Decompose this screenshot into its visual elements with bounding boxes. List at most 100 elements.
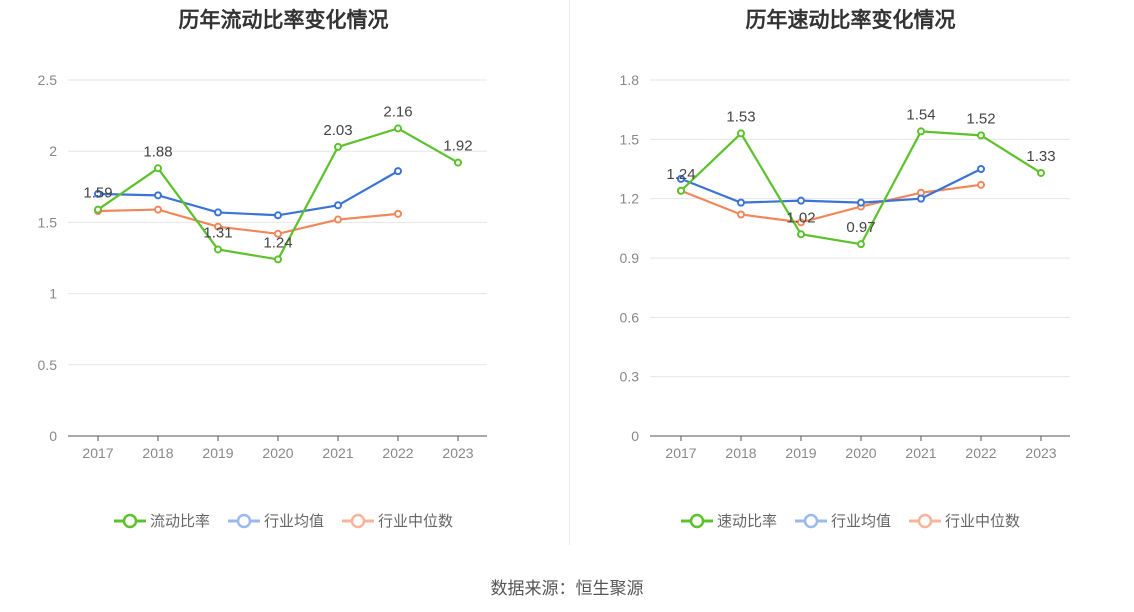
data-point	[334, 201, 342, 210]
legend: 速动比率 行业均值 行业中位数	[567, 510, 1134, 531]
x-tick-label: 2023	[442, 445, 473, 461]
x-tick-label: 2023	[1025, 445, 1056, 461]
data-point	[797, 196, 805, 205]
quick-ratio-plot: 0 0.3 0.6 0.9 1.2 1.5 1.8 2017 2018 2019 2020 2021 2…	[620, 72, 1070, 461]
data-label: 1.52	[966, 110, 995, 127]
y-tick-label: 2	[49, 143, 57, 159]
x-tick-label: 2022	[382, 445, 413, 461]
data-label: 1.24	[263, 234, 292, 251]
data-point	[274, 211, 282, 220]
x-tick-label: 2021	[905, 445, 936, 461]
x-tick-label: 2019	[785, 445, 816, 461]
legend-label: 行业均值	[830, 513, 891, 530]
data-point	[334, 142, 342, 151]
data-point	[454, 158, 462, 167]
data-point	[857, 198, 865, 207]
legend-item-industry-median[interactable]: 行业中位数	[342, 510, 453, 531]
data-point	[394, 124, 402, 133]
data-label: 1.33	[1026, 148, 1055, 165]
legend-marker-icon	[342, 513, 374, 528]
series-line	[680, 168, 982, 204]
chart-title: 历年流动比率变化情况	[178, 9, 389, 32]
legend-label: 行业均值	[263, 513, 324, 530]
current-ratio-chart: 历年流动比率变化情况 0 0.5 1 1.5 2 2.5 2017 2018 2019 2020 2…	[0, 0, 567, 560]
data-point	[394, 209, 402, 218]
x-tick-label: 2017	[665, 445, 696, 461]
y-tick-label: 0.9	[620, 250, 640, 266]
y-tick-label: 1.5	[620, 131, 640, 147]
y-tick-label: 0	[49, 428, 57, 444]
data-point	[977, 131, 985, 140]
legend-marker-icon	[227, 513, 260, 528]
data-source-footer: 数据来源：恒生聚源	[490, 579, 644, 598]
series-line	[680, 183, 982, 224]
data-label: 1.24	[666, 166, 695, 183]
series-line	[97, 170, 399, 217]
data-point	[394, 167, 402, 176]
x-tick-label: 2018	[142, 445, 173, 461]
data-point	[857, 240, 865, 249]
y-tick-label: 1	[49, 286, 57, 302]
y-tick-label: 1.2	[620, 191, 640, 207]
legend-label: 流动比率	[149, 513, 210, 530]
legend-item-industry-mean[interactable]: 行业均值	[227, 510, 324, 531]
data-point	[677, 174, 685, 183]
data-label: 2.03	[323, 122, 352, 139]
data-point	[274, 229, 282, 238]
y-tick-label: 2.5	[38, 72, 58, 88]
data-point	[214, 222, 222, 231]
legend-item-current-ratio[interactable]: 流动比率	[113, 510, 210, 531]
y-tick-label: 0.6	[620, 309, 640, 325]
y-tick-label: 1.5	[38, 214, 58, 230]
data-label: 1.53	[726, 108, 755, 125]
data-point	[737, 129, 745, 138]
data-point	[94, 189, 102, 198]
legend-marker-icon	[794, 513, 827, 528]
legend-item-industry-median[interactable]: 行业中位数	[909, 510, 1020, 531]
data-point	[274, 255, 282, 264]
legend: 流动比率 行业均值 行业中位数	[0, 510, 567, 531]
legend-marker-icon	[113, 513, 146, 528]
data-label: 1.59	[83, 185, 112, 202]
x-tick-label: 2018	[725, 445, 756, 461]
panel-divider	[569, 0, 570, 545]
data-label: 1.54	[906, 106, 935, 123]
data-point	[1037, 168, 1045, 177]
legend-item-industry-mean[interactable]: 行业均值	[794, 510, 891, 531]
data-point	[917, 194, 925, 203]
data-point	[677, 186, 685, 195]
data-point	[797, 218, 805, 227]
quick-ratio-chart: 历年速动比率变化情况 0 0.3 0.6 0.9 1.2 1.5 1.8 2017 2018 20…	[567, 0, 1134, 560]
data-point	[214, 208, 222, 217]
current-ratio-plot: 0 0.5 1 1.5 2 2.5 2017 2018 2019 2020 2021 2022 2023…	[38, 72, 487, 461]
data-point	[214, 245, 222, 254]
data-point	[154, 164, 162, 173]
x-tick-label: 2022	[965, 445, 996, 461]
data-point	[154, 191, 162, 200]
data-point	[977, 165, 985, 173]
y-tick-label: 0	[631, 428, 639, 444]
x-tick-label: 2020	[845, 445, 876, 461]
data-label: 1.02	[786, 209, 815, 226]
data-point	[917, 127, 925, 136]
data-point	[154, 205, 162, 214]
chart-title: 历年速动比率变化情况	[745, 9, 956, 32]
x-tick-label: 2019	[202, 445, 233, 461]
legend-label: 行业中位数	[945, 513, 1021, 530]
data-label: 2.16	[383, 103, 412, 120]
y-tick-label: 0.5	[38, 357, 58, 373]
data-label: 1.88	[143, 143, 172, 160]
legend-label: 行业中位数	[378, 513, 454, 530]
data-label: 1.31	[203, 224, 232, 241]
data-point	[797, 230, 805, 239]
x-tick-label: 2020	[262, 445, 293, 461]
data-point	[94, 205, 102, 214]
x-tick-label: 2017	[82, 445, 113, 461]
x-tick-label: 2021	[322, 445, 353, 461]
series-line	[97, 208, 399, 235]
y-tick-label: 0.3	[620, 369, 640, 385]
legend-item-quick-ratio[interactable]: 速动比率	[680, 510, 777, 531]
legend-marker-icon	[909, 513, 941, 528]
data-point	[737, 210, 745, 219]
data-label: 1.92	[443, 138, 472, 155]
